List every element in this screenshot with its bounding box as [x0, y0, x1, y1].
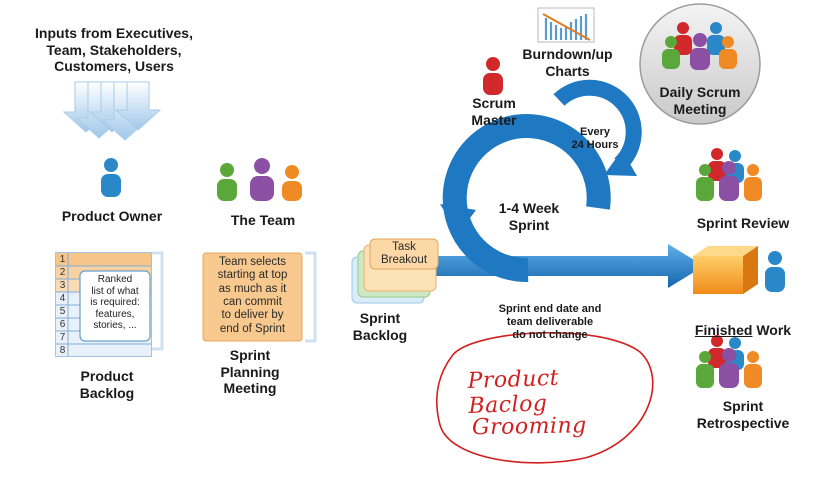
- backlog-row-numbers: 1 2 3 4 5 6 7 8: [57, 253, 68, 357]
- handwritten-annotation: [436, 331, 654, 464]
- finished-work-person-icon: [765, 251, 785, 292]
- sprint-backlog-label: Sprint Backlog: [352, 310, 408, 343]
- backlog-card-text: Ranked list of what is required: feature…: [90, 274, 140, 331]
- sprint-end-note: Sprint end date and team deliverable do …: [498, 303, 602, 341]
- sprint-planning-card-text: Team selects starting at top as much as …: [217, 256, 288, 335]
- backlog-row-number: 3: [59, 280, 66, 291]
- product-owner-person-icon: [101, 158, 121, 197]
- product-backlog-label: Product Backlog: [79, 368, 135, 401]
- backlog-row-number: 8: [59, 345, 66, 356]
- backlog-row-number: 7: [59, 332, 66, 343]
- backlog-row-number: 4: [59, 293, 66, 304]
- sprint-review-people-icon: [696, 148, 762, 201]
- burndown-chart-icon: [537, 7, 595, 43]
- input-funnel-arrows: [62, 81, 162, 141]
- burndown-label: Burndown/up Charts: [522, 46, 613, 79]
- handwritten-circle: [436, 331, 654, 464]
- product-owner-label: Product Owner: [61, 208, 163, 224]
- sprint-review-label: Sprint Review: [696, 215, 790, 231]
- sprint-retrospective-people-icon: [696, 335, 762, 388]
- daily-scrum-circle: [639, 3, 761, 125]
- finished-work-box-icon: [693, 246, 758, 294]
- the-team-label: The Team: [230, 212, 296, 228]
- sprint-backlog-cards: [351, 238, 439, 304]
- inputs-label: Inputs from Executives, Team, Stakeholde…: [35, 25, 193, 75]
- sprint-planning-label: Sprint Planning Meeting: [220, 347, 280, 397]
- daily-scrum-people-icon: [662, 22, 737, 70]
- daily-scrum-label: Daily Scrum Meeting: [659, 84, 741, 117]
- sprint-main-arrow: [400, 244, 704, 288]
- backlog-row-number: 6: [59, 319, 66, 330]
- task-breakout-label: Task Breakout: [380, 241, 428, 266]
- sprint-length-label: 1-4 Week Sprint: [498, 200, 560, 233]
- daily-cycle-loop: [553, 79, 642, 176]
- team-people-icon: [217, 158, 302, 201]
- scrum-master-label: Scrum Master: [471, 95, 517, 128]
- backlog-row-number: 2: [59, 267, 66, 278]
- finished-emphasis: Finished: [694, 321, 753, 338]
- sprint-planning-card: [202, 251, 317, 343]
- finished-work-rest: Work: [752, 321, 792, 338]
- sprint-cycle-loop: [440, 114, 611, 283]
- product-backlog-list: [55, 251, 164, 357]
- handwritten-text-line-2: Grooming: [471, 413, 587, 441]
- handwritten-text-line-1: Product Baclog: [467, 365, 560, 419]
- every-24-hours-label: Every 24 Hours: [571, 126, 619, 151]
- scrum-master-person-icon: [483, 57, 503, 95]
- finished-work-label: Finished Work: [683, 305, 803, 338]
- backlog-row-number: 5: [59, 306, 66, 317]
- backlog-row-number: 1: [59, 254, 66, 265]
- sprint-retrospective-label: Sprint Retrospective: [696, 398, 790, 431]
